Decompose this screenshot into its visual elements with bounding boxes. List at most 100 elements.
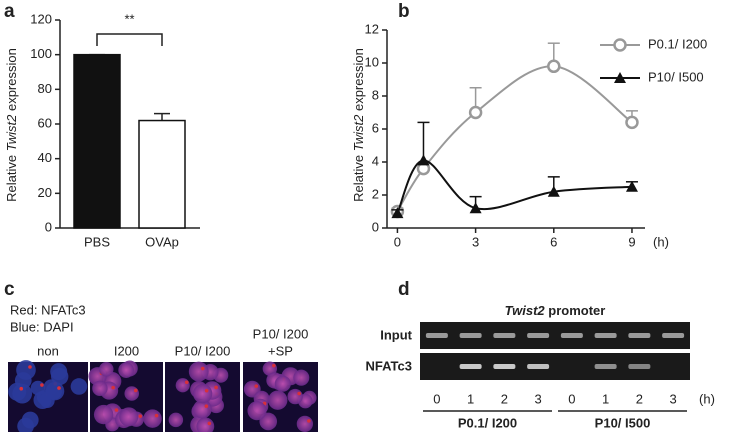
y-label-part: Relative — [4, 155, 19, 202]
x-tick-label: 3 — [472, 234, 479, 249]
band — [560, 333, 583, 338]
y-tick-label: 2 — [372, 186, 379, 201]
y-tick-label: 20 — [38, 185, 52, 200]
title-part: Twist2 — [505, 303, 546, 318]
nfat-spot — [154, 413, 159, 418]
cell — [30, 380, 46, 396]
cell — [21, 411, 39, 429]
stain-label: Red: NFATc3 — [10, 302, 86, 317]
marker — [625, 180, 638, 192]
marker — [391, 207, 404, 219]
legend-marker — [614, 72, 626, 83]
cell — [168, 412, 184, 428]
panel-label: a — [4, 1, 15, 22]
y-label-part: Twist2 — [351, 114, 366, 151]
cell — [118, 362, 134, 378]
band — [628, 364, 651, 369]
series-line — [396, 159, 633, 214]
marker — [468, 105, 483, 120]
nfat-spot — [19, 386, 24, 391]
nfat-spot — [214, 385, 218, 390]
band — [527, 333, 550, 338]
legend-marker — [613, 38, 627, 52]
marker — [417, 154, 430, 166]
panel-label: d — [398, 279, 410, 300]
condition-label: non — [37, 343, 59, 358]
y-tick-label: 4 — [372, 153, 379, 168]
bar — [138, 119, 186, 229]
cell — [93, 404, 114, 425]
cell — [296, 415, 314, 432]
gel-title: Twist2 promoter — [505, 303, 606, 318]
title-part: promoter — [548, 303, 605, 318]
nfat-spot — [200, 366, 205, 371]
cell — [92, 380, 108, 397]
marker — [469, 202, 482, 214]
y-axis-label: Relative Twist2 expression — [351, 48, 366, 202]
cell — [70, 378, 88, 395]
cell — [274, 375, 291, 392]
condition-label: P10/ I200 — [175, 343, 231, 358]
y-tick-label: 120 — [30, 11, 52, 26]
series-line — [396, 65, 633, 213]
y-tick-label: 100 — [30, 46, 52, 61]
x-tick-label: 6 — [550, 234, 557, 249]
lane-label: 2 — [501, 391, 508, 406]
nfat-spot — [28, 365, 32, 369]
cell — [99, 361, 114, 377]
band — [493, 333, 516, 338]
nfat-spot — [40, 383, 44, 387]
cell — [247, 401, 267, 421]
band — [662, 333, 685, 338]
nfat-spot — [57, 386, 61, 390]
nfat-spot — [114, 408, 119, 412]
marker — [625, 115, 639, 130]
y-tick-label: 10 — [365, 54, 379, 69]
y-tick-label: 40 — [38, 150, 52, 165]
lane-label: 1 — [602, 391, 609, 406]
lane-label: 1 — [467, 391, 474, 406]
panel-label: c — [4, 279, 15, 300]
cell — [268, 390, 288, 410]
cell — [143, 409, 162, 428]
x-tick-label: 0 — [394, 234, 401, 249]
band — [594, 333, 617, 338]
nfat-spot — [111, 385, 115, 390]
cell — [119, 407, 139, 427]
band — [527, 364, 550, 369]
cell — [293, 369, 310, 386]
y-tick-label: 0 — [372, 219, 379, 234]
x-tick-label: PBS — [84, 234, 110, 249]
band — [459, 333, 482, 338]
cell — [124, 386, 140, 401]
lane-label: 0 — [433, 391, 440, 406]
nfat-spot — [207, 421, 212, 426]
cell — [196, 417, 215, 432]
cell — [192, 383, 213, 404]
cell — [287, 388, 303, 405]
nfat-spot — [297, 391, 301, 396]
nfat-spot — [133, 388, 138, 393]
lane-label: 3 — [535, 391, 542, 406]
y-label-part: Relative — [351, 155, 366, 202]
cell — [188, 361, 209, 382]
band — [493, 364, 516, 369]
legend-label: P10/ I500 — [648, 69, 704, 84]
nfat-spot — [307, 419, 311, 423]
cell — [175, 378, 190, 393]
band — [459, 364, 482, 369]
stain-label: Blue: DAPI — [10, 319, 74, 334]
y-tick-label: 0 — [45, 219, 52, 234]
y-label-part: expression — [4, 48, 19, 111]
y-tick-label: 8 — [372, 87, 379, 102]
band — [425, 333, 448, 338]
group-label: P0.1/ I200 — [458, 415, 517, 430]
legend-label: P0.1/ I200 — [648, 36, 707, 51]
group-label: P10/ I500 — [595, 415, 651, 430]
cell — [8, 382, 27, 401]
marker — [547, 185, 560, 197]
significance-bracket — [96, 33, 163, 46]
cell — [192, 399, 212, 419]
nfat-spot — [184, 380, 189, 385]
y-tick-label: 12 — [365, 21, 379, 36]
